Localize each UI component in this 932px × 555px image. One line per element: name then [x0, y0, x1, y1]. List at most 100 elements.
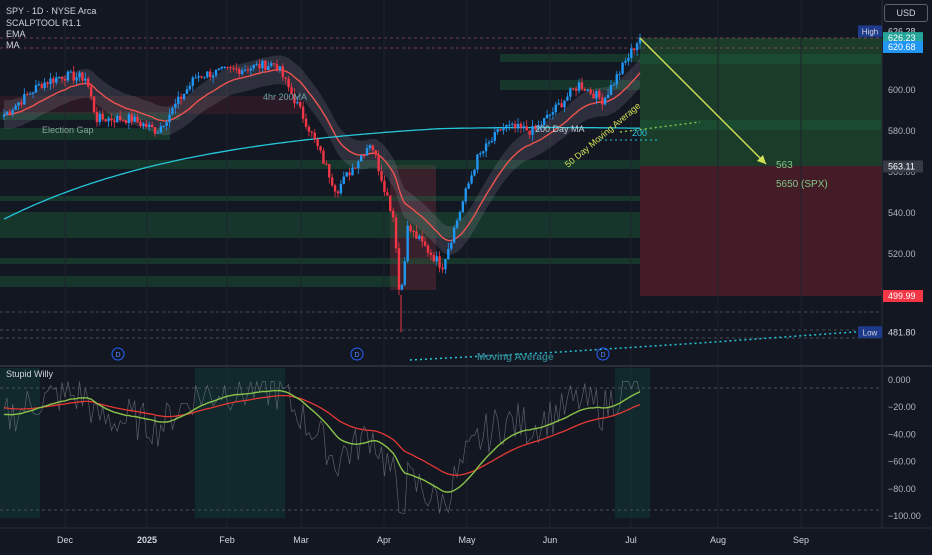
time-tick-label: Mar — [293, 535, 309, 545]
price-label-bg — [883, 290, 923, 303]
dividend-marker-label: D — [354, 352, 359, 359]
candle-body — [316, 139, 319, 147]
candle-body — [226, 66, 229, 68]
indicator-ma[interactable]: MA — [6, 40, 20, 50]
price-label: 563.11 — [888, 161, 915, 171]
time-tick-label: Dec — [57, 535, 74, 545]
candle-body — [78, 72, 81, 78]
candle-body — [200, 75, 203, 78]
candle-body — [589, 89, 592, 94]
candle-body — [357, 161, 360, 168]
candle-body — [203, 77, 206, 79]
candle-body — [310, 131, 314, 133]
candle-body — [243, 69, 247, 71]
candle-body — [28, 93, 32, 95]
candle-body — [412, 231, 415, 233]
candle-body — [255, 63, 258, 65]
candle-body — [557, 103, 560, 105]
candle-body — [220, 66, 224, 69]
oscillator-title[interactable]: Stupid Willy — [6, 369, 54, 379]
candle-body — [342, 176, 345, 184]
candle-body — [406, 225, 409, 262]
candle-body — [284, 77, 287, 79]
candle-body — [627, 58, 630, 61]
candle-body — [293, 94, 296, 104]
currency-button[interactable]: USD — [884, 4, 928, 22]
resistance-band — [0, 96, 300, 114]
osc-tick-label: −100.00 — [888, 511, 921, 521]
candle-body — [37, 83, 41, 86]
candle-body — [479, 153, 482, 155]
time-tick-label: Jul — [625, 535, 637, 545]
candle-body — [531, 125, 534, 135]
candle-body — [66, 71, 70, 81]
candle-body — [441, 267, 444, 270]
projection-arrow-head — [757, 155, 766, 164]
candle-body — [490, 140, 494, 143]
candle-body — [179, 96, 183, 100]
support-band — [0, 160, 640, 169]
candle-body — [580, 82, 584, 90]
candle-body — [261, 60, 264, 69]
price-label: 620.68 — [888, 42, 916, 52]
price-tick-label: 520.00 — [888, 249, 916, 259]
osc-fast-line — [3, 389, 641, 493]
candle-body — [447, 248, 450, 260]
candle-body — [110, 118, 113, 121]
candle-body — [484, 143, 488, 152]
candle-body — [81, 72, 84, 81]
candle-body — [43, 82, 46, 88]
candle-body — [272, 63, 276, 65]
annotation-4hr-ma: 4hr 200MA — [263, 92, 307, 102]
price-tag-label: High — [862, 27, 878, 36]
candle-body — [235, 68, 238, 70]
candle-body — [574, 88, 578, 91]
candle-body — [185, 89, 189, 94]
candle-body — [336, 191, 340, 194]
dividend-marker-label: D — [600, 352, 605, 359]
candle-body — [84, 78, 87, 81]
candle-body — [450, 242, 453, 249]
candle-body — [435, 256, 438, 262]
candle-body — [322, 150, 325, 164]
osc-tick-label: −80.00 — [888, 484, 916, 494]
candle-body — [603, 97, 607, 105]
indicator-scalptool[interactable]: SCALPTOOL R1.1 — [6, 18, 82, 28]
candle-body — [569, 88, 572, 97]
candle-body — [150, 124, 154, 128]
price-tag-bg — [858, 326, 882, 339]
candle-body — [121, 120, 125, 122]
candle-body — [432, 255, 436, 262]
support-band — [640, 120, 882, 130]
candle-body — [452, 227, 456, 243]
candle-body — [638, 37, 642, 44]
indicator-ema[interactable]: EMA — [6, 29, 26, 39]
candle-body — [566, 96, 569, 101]
candle-body — [415, 231, 418, 239]
candle-body — [563, 100, 566, 108]
profit-zone — [640, 38, 882, 166]
candle-body — [145, 123, 148, 127]
candle-body — [380, 171, 383, 181]
osc-tick-label: 0.000 — [888, 375, 911, 385]
candle-body — [258, 63, 261, 69]
candle-body — [386, 192, 389, 196]
ema-envelope — [4, 55, 640, 255]
candle-body — [57, 76, 61, 78]
candle-body — [409, 225, 412, 232]
candle-body — [249, 68, 253, 71]
candle-body — [513, 123, 517, 129]
candle-body — [118, 115, 122, 121]
osc-slow-line — [3, 394, 641, 476]
candle-body — [360, 155, 363, 162]
candle-body — [606, 94, 610, 98]
symbol-title[interactable]: SPY · 1D · NYSE Arca — [6, 6, 97, 16]
projection-arrow — [639, 37, 767, 165]
candle-body — [420, 236, 424, 242]
candle-body — [339, 183, 343, 194]
support-band — [500, 54, 640, 62]
candle-body — [577, 82, 581, 91]
candle-body — [153, 127, 157, 134]
